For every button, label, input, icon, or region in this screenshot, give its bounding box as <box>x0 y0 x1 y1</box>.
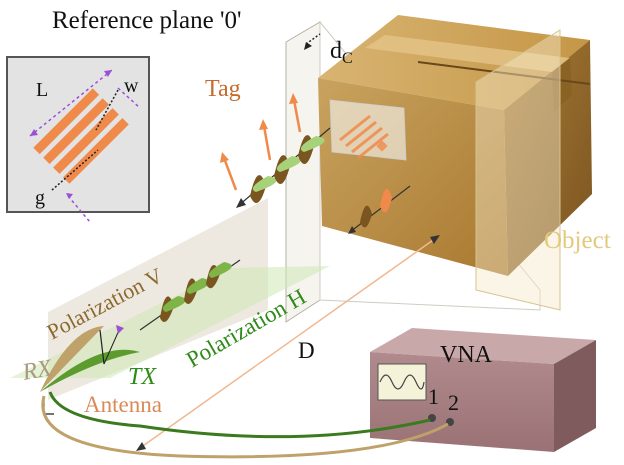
dipole-strip <box>33 88 100 155</box>
h-field-lobe <box>276 156 301 172</box>
box-tape-top <box>365 35 570 72</box>
tx-label: TX <box>128 364 157 390</box>
vna-label: VNA <box>440 342 493 368</box>
object-box <box>318 15 592 311</box>
dipole-strips <box>33 88 129 184</box>
box-side-face <box>504 40 592 276</box>
scatter-axis <box>349 185 411 233</box>
vna-top <box>370 328 596 364</box>
wave-train-outgoing <box>220 93 331 208</box>
polarization-vector-head <box>289 93 298 104</box>
inset-length-label: L <box>36 79 48 101</box>
distance-d-head-right <box>430 235 440 244</box>
tx-cable <box>48 391 431 439</box>
tag-on-object <box>329 99 407 161</box>
gap-arrow-head <box>66 193 73 199</box>
distance-c-arrow <box>304 42 312 50</box>
box-seam <box>417 61 591 85</box>
antenna-h-lobe <box>208 262 232 278</box>
vna-screen <box>377 363 427 401</box>
tag-geometry-inset: L w g <box>6 56 150 223</box>
port-2-label: 2 <box>448 390 459 415</box>
dipole-strip <box>53 108 119 174</box>
inset-width-label: w <box>124 75 139 97</box>
antenna-h-lobe <box>162 296 186 312</box>
h-field-lobe <box>252 176 277 192</box>
antenna-feed-line <box>103 327 121 365</box>
vna-screen-trace <box>379 374 425 390</box>
dipole-strip <box>43 98 109 164</box>
distance-d-line <box>139 237 437 449</box>
distance-c-label: dC <box>330 38 353 67</box>
tag-strips <box>339 114 389 160</box>
antenna-feed-line <box>99 329 105 365</box>
propagation-arrow-head <box>236 198 246 208</box>
polarization-h-plane <box>10 266 330 378</box>
tx-horn-lobe <box>40 349 140 392</box>
antenna-label: Antenna <box>84 392 162 417</box>
width-dimension-line <box>117 87 141 109</box>
tag-dot <box>376 140 388 152</box>
box-tape-side <box>552 58 572 112</box>
feed-marker <box>116 325 124 334</box>
length-arrow-head <box>30 129 38 136</box>
dipole-strip <box>63 118 129 184</box>
scatter-arrow-head <box>348 226 356 234</box>
inset-gap-label: g <box>35 187 45 209</box>
polarization-vector <box>222 157 238 191</box>
object-plane <box>475 29 561 311</box>
vna-device <box>370 328 596 452</box>
scattered-lobe <box>360 205 372 228</box>
scattered-lobe <box>380 188 392 213</box>
rx-cable <box>41 395 449 459</box>
antenna-mount <box>43 400 54 415</box>
polarization-vector-head <box>259 119 268 130</box>
length-arrow-head <box>104 70 112 77</box>
wave-train-antenna <box>139 259 241 331</box>
polarization-vector-head <box>220 152 229 163</box>
reference-plane-label: Reference plane '0' <box>52 7 241 34</box>
antenna-h-lobe <box>186 278 210 294</box>
polarization-vector <box>262 125 272 161</box>
distance-c-marker <box>305 33 321 45</box>
distance-d-head-left <box>136 442 146 451</box>
port-1-label: 1 <box>428 384 439 409</box>
object-label: Object <box>544 227 611 254</box>
wave-train-scattered <box>348 185 411 234</box>
tag-label: Tag <box>205 76 241 102</box>
polarization-vector <box>292 99 302 133</box>
distance-d-label: D <box>298 338 315 363</box>
rx-label: RX <box>20 355 56 386</box>
h-field-lobe <box>300 136 325 152</box>
vna-side <box>554 340 596 452</box>
